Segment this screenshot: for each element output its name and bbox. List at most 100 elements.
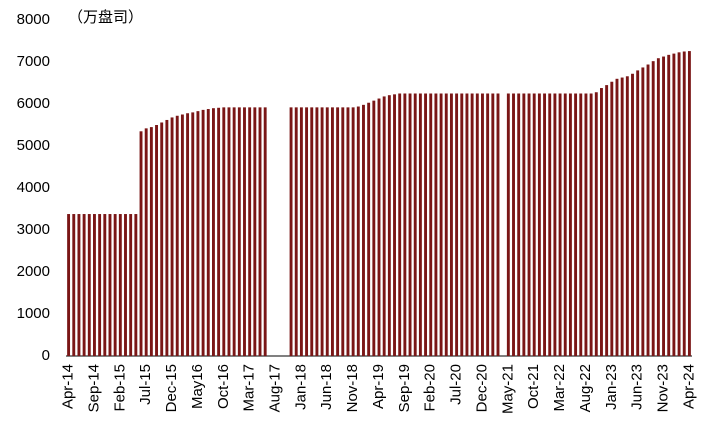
bar [377,98,381,356]
x-tick-label: Jul-20 [448,364,465,405]
bar [351,107,355,356]
y-tick-label: 7000 [17,53,50,70]
bar [506,93,510,356]
bar [139,131,143,356]
bar [574,93,578,356]
y-tick-label: 0 [42,347,50,364]
bar [667,54,671,357]
bar [387,95,391,357]
bar [165,119,169,357]
bar [548,93,552,356]
bar [124,214,127,356]
bar [439,93,443,356]
y-tick-label: 6000 [17,95,50,112]
x-tick-label: Oct-16 [215,364,232,409]
bar [160,122,164,356]
bar [558,93,562,356]
bar [424,93,428,356]
bar [155,125,158,356]
bar [211,108,215,356]
y-tick-label: 4000 [17,179,50,196]
bar [175,115,179,356]
y-tick-label: 2000 [17,263,50,280]
x-tick-label: Apr-19 [370,364,387,409]
bar [325,107,329,356]
bar [118,214,122,356]
x-tick-label: Aug-17 [266,364,283,412]
bar [481,93,484,356]
bar [651,61,655,356]
x-tick-label: Jul-15 [137,364,154,405]
bar [305,107,309,356]
bar [98,214,102,356]
bar [217,107,221,356]
bar [222,107,226,356]
bar [191,112,195,357]
bar [677,52,681,357]
x-tick-label: May16 [189,364,206,409]
bar [672,53,676,356]
bar [418,93,422,356]
bar [196,111,200,356]
bar [237,107,241,356]
x-tick-label: Feb-20 [422,364,439,412]
bar [108,214,112,356]
x-tick-label: Sep-19 [396,364,413,412]
bar [465,93,469,356]
bar [253,107,257,356]
x-tick-label: Apr-24 [680,364,697,409]
bar [258,107,262,356]
bar [532,93,536,356]
bar [568,93,572,356]
bar [408,93,412,356]
x-tick-label: Nov-23 [655,364,672,412]
bar [512,93,515,356]
bar [93,214,96,356]
bar [82,214,86,356]
x-tick-label: Nov-18 [344,364,361,412]
x-tick-label: May-21 [499,364,516,414]
bar [610,81,614,357]
y-tick-label: 3000 [17,221,50,238]
bar [429,93,433,356]
bar [470,93,474,356]
bar [232,107,236,356]
bar [227,107,231,356]
bar [67,214,71,356]
bar [682,51,686,356]
bar [362,104,365,356]
bar [356,106,360,357]
bar [336,107,340,356]
bar [330,107,334,356]
x-tick-label: Mar-22 [551,364,568,412]
bar [103,214,107,356]
bar [620,77,624,356]
bar [496,93,500,356]
bar [77,214,81,356]
bar [434,93,438,356]
y-tick-label: 5000 [17,137,50,154]
bar [206,109,210,356]
bar [615,78,619,357]
bar [527,93,531,356]
bar [320,107,324,356]
bar [134,214,138,356]
bar [310,107,314,356]
bar [299,107,303,356]
bar [579,93,583,356]
bar [201,109,205,356]
bar [393,94,396,356]
bar [346,107,350,356]
x-tick-label: Aug-22 [577,364,594,412]
bar [315,107,319,356]
bar [656,58,660,356]
bar [449,93,453,356]
bar [170,117,174,356]
bar [87,214,91,356]
bar [543,93,547,356]
bar [636,70,640,357]
x-tick-label: Apr-14 [60,364,77,409]
bar [605,85,609,356]
bar [553,93,557,356]
